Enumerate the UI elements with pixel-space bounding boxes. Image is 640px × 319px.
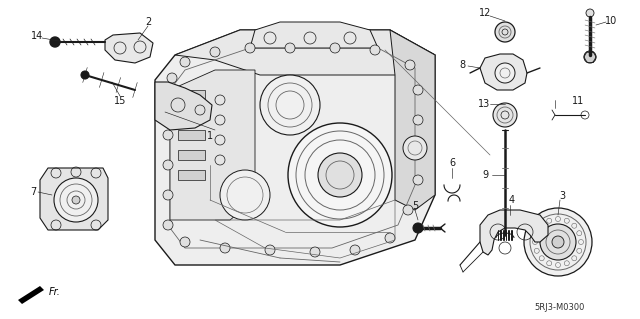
Circle shape <box>163 130 173 140</box>
Circle shape <box>495 22 515 42</box>
Polygon shape <box>480 54 527 90</box>
Circle shape <box>413 85 423 95</box>
Text: 8: 8 <box>459 60 465 70</box>
Circle shape <box>493 103 517 127</box>
Polygon shape <box>155 82 212 130</box>
Polygon shape <box>480 210 548 255</box>
Circle shape <box>495 63 515 83</box>
Text: 5: 5 <box>412 201 418 211</box>
Text: 15: 15 <box>114 96 126 106</box>
Text: Fr.: Fr. <box>49 287 61 297</box>
Polygon shape <box>170 70 255 220</box>
Text: 7: 7 <box>30 187 36 197</box>
Circle shape <box>180 57 190 67</box>
Circle shape <box>540 224 576 260</box>
Circle shape <box>260 75 320 135</box>
Text: 2: 2 <box>145 17 151 27</box>
Circle shape <box>220 243 230 253</box>
Text: 6: 6 <box>449 158 455 168</box>
Text: 9: 9 <box>482 170 488 180</box>
Polygon shape <box>155 30 435 265</box>
Circle shape <box>167 73 177 83</box>
Circle shape <box>180 237 190 247</box>
Circle shape <box>403 136 427 160</box>
Circle shape <box>552 236 564 248</box>
Text: 10: 10 <box>605 16 617 26</box>
Circle shape <box>385 233 395 243</box>
Circle shape <box>413 223 423 233</box>
Polygon shape <box>40 168 108 230</box>
Circle shape <box>413 115 423 125</box>
Circle shape <box>81 71 89 79</box>
Circle shape <box>403 205 413 215</box>
Circle shape <box>163 190 173 200</box>
Circle shape <box>285 43 295 53</box>
Circle shape <box>586 9 594 17</box>
Polygon shape <box>175 30 435 75</box>
Text: 11: 11 <box>572 96 584 106</box>
Circle shape <box>245 43 255 53</box>
Polygon shape <box>178 150 205 160</box>
Circle shape <box>50 37 60 47</box>
Circle shape <box>288 123 392 227</box>
Polygon shape <box>18 286 44 304</box>
Text: 1: 1 <box>207 131 213 141</box>
Circle shape <box>318 153 362 197</box>
Circle shape <box>584 51 596 63</box>
Text: 12: 12 <box>479 8 491 18</box>
Text: 4: 4 <box>509 195 515 205</box>
Text: 3: 3 <box>559 191 565 201</box>
Circle shape <box>413 145 423 155</box>
Circle shape <box>163 160 173 170</box>
Circle shape <box>413 175 423 185</box>
Text: 5RJ3-M0300: 5RJ3-M0300 <box>535 302 585 311</box>
Circle shape <box>54 178 98 222</box>
Text: 13: 13 <box>478 99 490 109</box>
Polygon shape <box>105 33 153 63</box>
Circle shape <box>350 245 360 255</box>
Polygon shape <box>390 30 435 210</box>
Circle shape <box>163 220 173 230</box>
Circle shape <box>524 208 592 276</box>
Circle shape <box>330 43 340 53</box>
Circle shape <box>163 100 173 110</box>
Circle shape <box>72 196 80 204</box>
Polygon shape <box>178 110 205 120</box>
Polygon shape <box>178 130 205 140</box>
Polygon shape <box>250 22 378 48</box>
Polygon shape <box>178 170 205 180</box>
Circle shape <box>220 170 270 220</box>
Circle shape <box>265 245 275 255</box>
Circle shape <box>405 60 415 70</box>
Circle shape <box>310 247 320 257</box>
Text: 14: 14 <box>31 31 43 41</box>
Circle shape <box>210 47 220 57</box>
Circle shape <box>370 45 380 55</box>
Polygon shape <box>178 90 205 100</box>
